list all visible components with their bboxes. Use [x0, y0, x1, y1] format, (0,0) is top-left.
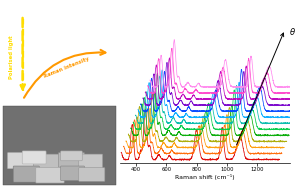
FancyBboxPatch shape — [7, 153, 40, 169]
FancyBboxPatch shape — [61, 166, 85, 181]
Text: Raman intensity: Raman intensity — [43, 57, 90, 79]
FancyBboxPatch shape — [58, 153, 85, 167]
FancyBboxPatch shape — [79, 168, 105, 181]
Bar — [2, 106, 115, 185]
FancyBboxPatch shape — [22, 151, 46, 164]
FancyBboxPatch shape — [36, 168, 64, 183]
FancyBboxPatch shape — [79, 154, 103, 170]
FancyBboxPatch shape — [13, 166, 39, 182]
Text: θ: θ — [290, 28, 295, 37]
FancyBboxPatch shape — [61, 151, 82, 161]
Text: Polarised light: Polarised light — [9, 35, 14, 78]
X-axis label: Raman shift (cm⁻¹): Raman shift (cm⁻¹) — [175, 174, 235, 180]
FancyBboxPatch shape — [33, 154, 63, 172]
